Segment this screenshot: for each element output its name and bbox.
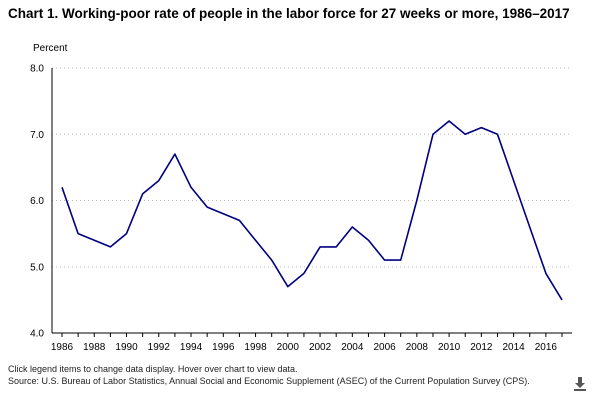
y-axis-label: Percent — [33, 43, 68, 54]
x-tick-label: 1986 — [51, 342, 74, 353]
data-point[interactable] — [463, 132, 468, 137]
data-point[interactable] — [543, 271, 548, 276]
data-point[interactable] — [398, 258, 403, 263]
data-point[interactable] — [350, 225, 355, 230]
x-tick-label: 2012 — [470, 342, 493, 353]
data-point[interactable] — [334, 244, 339, 249]
data-point[interactable] — [237, 218, 242, 223]
chart-title: Chart 1. Working-poor rate of people in … — [8, 6, 570, 21]
x-tick-label: 1988 — [83, 342, 106, 353]
y-tick-label: 5.0 — [30, 262, 44, 273]
x-tick-label: 2010 — [438, 342, 461, 353]
data-point[interactable] — [205, 205, 210, 210]
chart-source: Source: U.S. Bureau of Labor Statistics,… — [8, 376, 530, 386]
y-tick-label: 6.0 — [30, 196, 44, 207]
data-point[interactable] — [366, 238, 371, 243]
data-point[interactable] — [253, 238, 258, 243]
data-point[interactable] — [414, 198, 419, 203]
x-tick-label: 2002 — [309, 342, 332, 353]
x-tick-label: 2008 — [406, 342, 429, 353]
data-point[interactable] — [92, 238, 97, 243]
data-point[interactable] — [527, 225, 532, 230]
x-tick-label: 2006 — [373, 342, 396, 353]
chart-instructions: Click legend items to change data displa… — [8, 364, 298, 374]
data-point[interactable] — [172, 152, 177, 157]
y-tick-label: 4.0 — [30, 329, 44, 340]
x-tick-label: 2000 — [277, 342, 300, 353]
x-tick-label: 1998 — [244, 342, 267, 353]
x-tick-label: 2016 — [535, 342, 558, 353]
series-group — [60, 119, 565, 302]
x-tick-label: 1992 — [148, 342, 171, 353]
grid-lines — [52, 67, 572, 268]
data-point[interactable] — [269, 258, 274, 263]
data-point[interactable] — [285, 284, 290, 289]
data-point[interactable] — [318, 244, 323, 249]
x-axis-ticks: 1986 1988 1990 1992 1994 1996 1998 2000 2002 2004… — [51, 333, 563, 353]
x-tick-label: 1996 — [212, 342, 235, 353]
x-tick-label: 1990 — [115, 342, 138, 353]
y-tick-label: 7.0 — [30, 130, 44, 141]
data-point[interactable] — [189, 185, 194, 190]
x-tick-label: 2004 — [341, 342, 364, 353]
x-tick-label: 2014 — [502, 342, 525, 353]
y-tick-label: 8.0 — [30, 64, 44, 75]
data-point[interactable] — [495, 132, 500, 137]
data-point[interactable] — [560, 297, 565, 302]
axes — [51, 68, 572, 334]
data-point[interactable] — [430, 132, 435, 137]
y-axis-ticks: 4.0 5.0 6.0 7.0 8.0 — [30, 64, 44, 340]
data-point[interactable] — [221, 211, 226, 216]
data-point[interactable] — [447, 119, 452, 124]
series-line[interactable] — [61, 120, 563, 301]
data-point[interactable] — [156, 178, 161, 183]
data-point[interactable] — [140, 191, 145, 196]
data-point[interactable] — [60, 185, 65, 190]
data-point[interactable] — [124, 231, 129, 236]
x-tick-label: 1994 — [180, 342, 203, 353]
data-point[interactable] — [382, 258, 387, 263]
download-icon[interactable] — [572, 376, 588, 392]
data-point[interactable] — [76, 231, 81, 236]
data-point[interactable] — [511, 178, 516, 183]
data-point[interactable] — [479, 125, 484, 130]
data-point[interactable] — [108, 244, 113, 249]
data-point[interactable] — [301, 271, 306, 276]
